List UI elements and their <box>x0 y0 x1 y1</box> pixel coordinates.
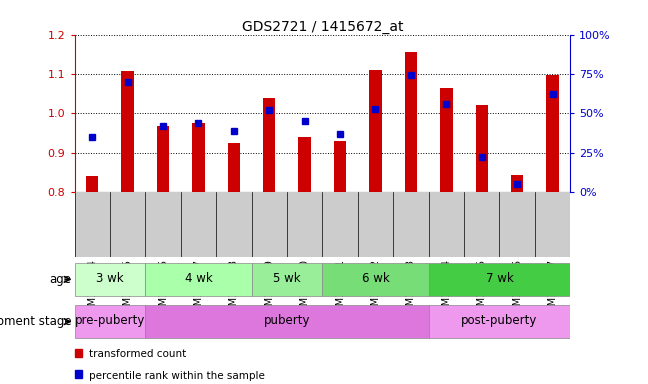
Text: pre-puberty: pre-puberty <box>75 314 145 328</box>
Text: puberty: puberty <box>264 314 310 328</box>
Bar <box>511 175 524 192</box>
Bar <box>428 305 570 338</box>
Bar <box>369 70 382 192</box>
Text: 7 wk: 7 wk <box>485 272 513 285</box>
Text: 6 wk: 6 wk <box>362 272 389 285</box>
Text: 5 wk: 5 wk <box>273 272 301 285</box>
Text: 3 wk: 3 wk <box>96 272 124 285</box>
Bar <box>263 98 275 192</box>
Bar <box>322 263 428 296</box>
Title: GDS2721 / 1415672_at: GDS2721 / 1415672_at <box>242 20 403 33</box>
Text: 4 wk: 4 wk <box>185 272 213 285</box>
Text: development stage: development stage <box>0 315 71 328</box>
Bar <box>546 75 559 192</box>
Bar <box>227 143 240 192</box>
Bar <box>299 137 311 192</box>
Text: percentile rank within the sample: percentile rank within the sample <box>89 371 264 381</box>
Bar <box>145 305 428 338</box>
Bar <box>75 305 145 338</box>
Bar <box>251 263 322 296</box>
Bar <box>440 88 452 192</box>
Bar <box>476 106 488 192</box>
Bar <box>192 123 205 192</box>
Bar <box>405 52 417 192</box>
Text: post-puberty: post-puberty <box>461 314 538 328</box>
Bar <box>75 263 145 296</box>
Bar <box>334 141 346 192</box>
Text: age: age <box>49 273 71 286</box>
Bar <box>121 71 134 192</box>
Text: transformed count: transformed count <box>89 349 186 359</box>
Bar <box>157 126 169 192</box>
Bar <box>145 263 251 296</box>
Bar <box>428 263 570 296</box>
Bar <box>86 176 98 192</box>
